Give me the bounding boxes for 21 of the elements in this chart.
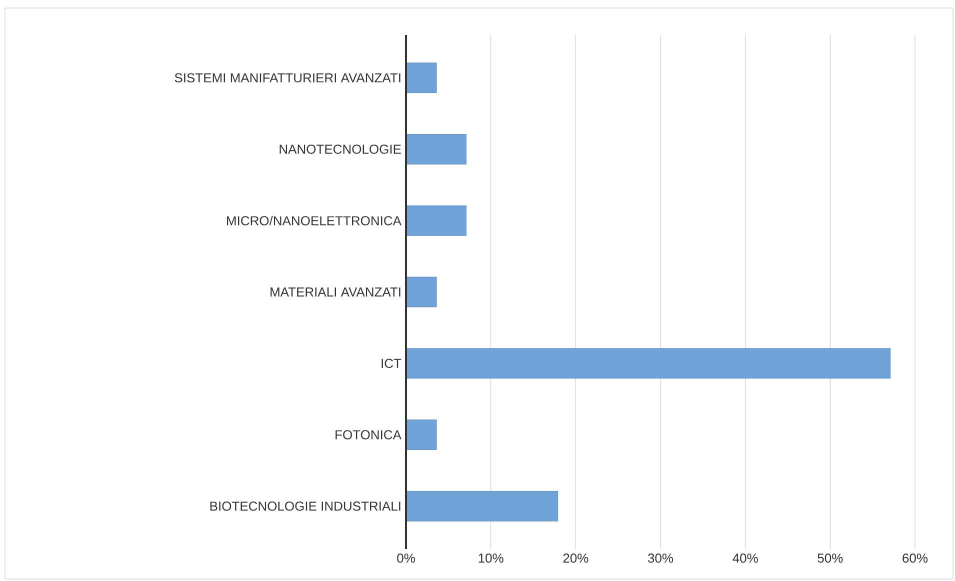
- bar: [406, 420, 437, 450]
- bar: [406, 490, 558, 522]
- y-tick-label: BIOTECNOLOGIE INDUSTRIALI: [210, 502, 400, 511]
- x-tick-label: 10%: [478, 554, 504, 563]
- bar: [406, 134, 466, 164]
- y-tick-label: NANOTECNOLOGIE: [280, 144, 401, 154]
- y-tick-label: SISTEMI MANIFATTURIERI AVANZATI: [174, 73, 400, 82]
- x-tick-label: 30%: [648, 554, 674, 563]
- y-tick-label: ICT: [382, 358, 402, 368]
- x-tick-label: 60%: [902, 554, 928, 563]
- bar: [406, 62, 437, 94]
- x-tick-label: 0%: [397, 554, 415, 563]
- x-tick-label: 40%: [732, 554, 758, 563]
- x-tick-label: 20%: [563, 554, 588, 563]
- y-tick-label: MATERIALI AVANZATI: [270, 288, 400, 296]
- bar: [406, 348, 891, 379]
- y-tick-label: FOTONICA: [336, 430, 402, 440]
- x-tick-label: 50%: [818, 554, 843, 563]
- bar: [406, 276, 437, 308]
- bar: [406, 205, 466, 236]
- y-tick-label: MICRO/NANOELETTRONICA: [227, 216, 402, 226]
